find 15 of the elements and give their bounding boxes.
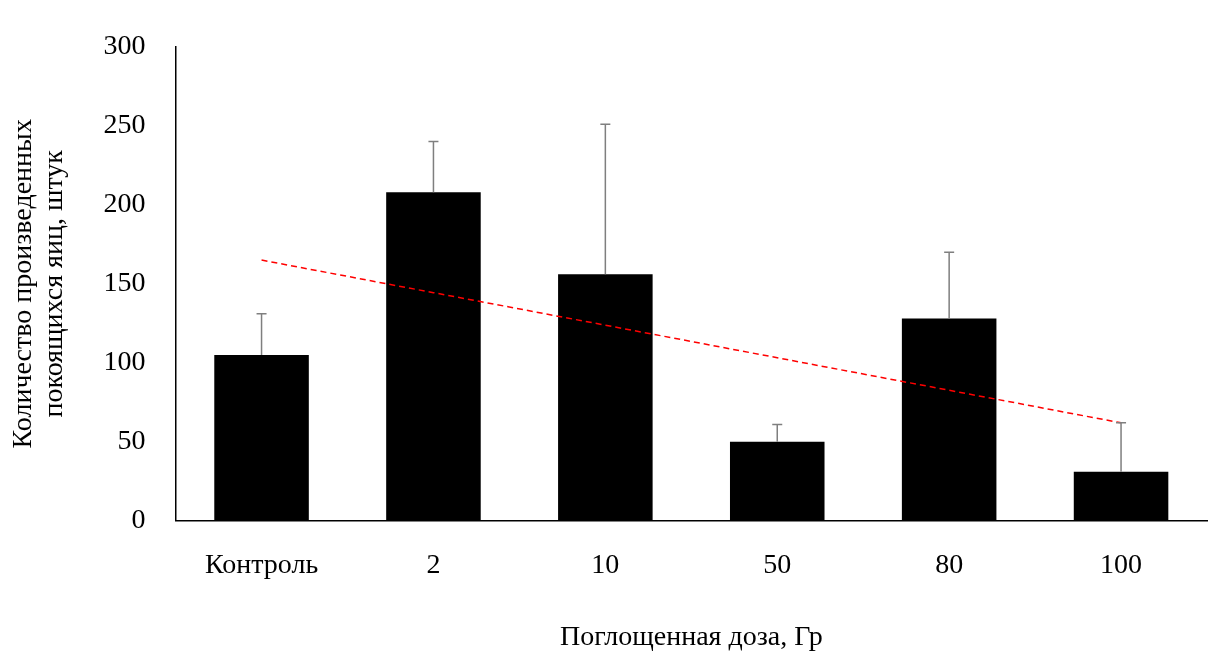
- x-tick-label: 100: [1100, 547, 1143, 579]
- x-axis-title: Поглощенная доза, Гр: [559, 619, 823, 651]
- x-tick-label: Контроль: [204, 547, 319, 579]
- y-tick-label: 250: [103, 108, 146, 140]
- y-tick-label: 50: [117, 424, 146, 456]
- y-tick-label: 100: [103, 345, 146, 377]
- y-tick-label: 0: [131, 503, 146, 535]
- x-tick-label: 50: [763, 547, 792, 579]
- x-tick-label: 2: [426, 547, 441, 579]
- y-tick-label: 150: [103, 266, 146, 298]
- y-tick-label: 200: [103, 187, 146, 219]
- y-tick-label: 300: [103, 29, 146, 61]
- y-axis-title: Количество произведенных покоящихся яиц, штук: [5, 119, 68, 449]
- x-tick-label: 80: [935, 547, 964, 579]
- x-tick-label: 10: [591, 547, 620, 579]
